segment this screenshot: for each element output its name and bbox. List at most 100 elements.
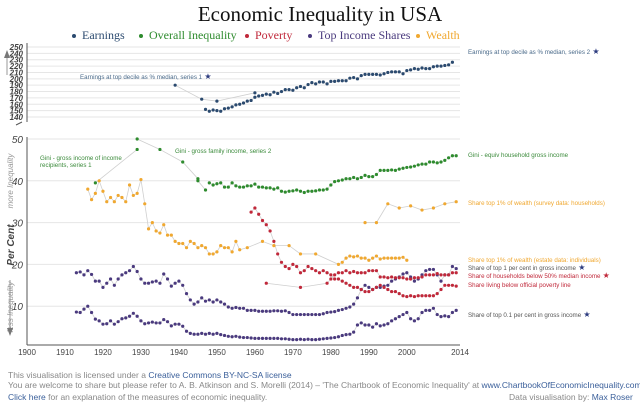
top1-income-share-point	[268, 309, 272, 313]
gini-equiv-household-point	[310, 189, 314, 193]
top1-income-share-point	[146, 281, 151, 285]
top01-income-share-point	[219, 333, 223, 337]
top1-income-share-point	[241, 306, 246, 310]
top1-income-share-point	[257, 309, 261, 313]
max-roser-link[interactable]: Max Roser	[591, 392, 633, 402]
x-tick-label: 1940	[170, 348, 188, 357]
top1-income-share-point	[329, 310, 333, 314]
top1-income-share-point	[333, 310, 337, 314]
households-below-50-median-point	[348, 271, 352, 275]
wealth-estate-point	[211, 252, 215, 256]
top01-income-share-point	[314, 338, 318, 342]
top01-income-share-point	[253, 336, 257, 340]
top1-income-share-point	[276, 309, 280, 313]
top01-income-share-point	[139, 319, 143, 323]
wealth-estate-point	[390, 256, 394, 260]
households-below-50-median-point	[439, 273, 443, 277]
official-poverty-point	[283, 264, 287, 269]
top01-income-share-point	[93, 317, 97, 321]
wealth-estate-point	[314, 252, 318, 256]
top1-income-share-point	[310, 312, 314, 317]
gini-series-1-point	[93, 181, 97, 185]
official-poverty-point	[397, 292, 401, 296]
license-link[interactable]: Creative Commons BY-NC-SA license	[148, 370, 292, 380]
y-tick-label-lower: 20	[11, 260, 24, 271]
gini-equiv-household-point	[325, 187, 329, 191]
wealth-estate-point	[146, 227, 151, 231]
top01-income-share-point	[317, 337, 322, 341]
official-poverty-point	[416, 294, 420, 298]
official-poverty-point	[249, 210, 253, 214]
wealth-estate-point	[184, 246, 189, 250]
earnings-series-2-point	[378, 73, 382, 77]
top01-income-share-point	[371, 325, 375, 329]
legend-item-wealth[interactable]: Wealth	[416, 28, 460, 43]
official-poverty-point	[454, 284, 458, 288]
top1-income-share-point	[97, 279, 101, 283]
earnings-series-2-point	[203, 107, 208, 111]
top1-income-share-point	[454, 266, 458, 271]
top1-income-share-point	[245, 308, 249, 312]
label-households-below-50: Share of households below 50% median inc…	[468, 271, 610, 280]
official-poverty-point	[439, 287, 443, 292]
top1-income-share-point	[158, 281, 162, 285]
gini-equiv-household-point	[241, 185, 246, 189]
top01-income-share-point	[295, 338, 299, 342]
top01-income-share-point	[268, 336, 272, 340]
top1-income-share-point	[264, 309, 268, 313]
wealth-estate-point	[382, 256, 386, 260]
wealth-estate-point	[143, 202, 147, 206]
wealth-survey-point	[454, 200, 458, 204]
households-below-50-median-point	[363, 271, 367, 275]
legend-dot-icon	[308, 34, 312, 39]
wealth-estate-point	[200, 243, 204, 248]
legend-dot-icon	[139, 34, 143, 39]
earnings-series-2-point	[371, 72, 375, 76]
top01-income-share-point	[291, 338, 295, 342]
wealth-estate-point	[336, 262, 341, 266]
chartbook-link[interactable]: www.ChartbookOfEconomicInequality.com	[481, 380, 640, 390]
label-wealth-estate: Share top 1% of wealth (estate data: ind…	[468, 257, 601, 264]
y-tick-label-upper: 250	[9, 43, 24, 52]
top01-income-share-point	[177, 322, 181, 326]
top01-income-share-point	[367, 323, 371, 327]
wealth-estate-point	[348, 254, 352, 258]
top01-income-share-point	[257, 336, 261, 340]
official-poverty-point	[306, 264, 310, 269]
households-below-50-median-point	[454, 271, 458, 275]
earnings-series-2-point	[295, 86, 299, 90]
top1-income-share-point	[249, 308, 253, 312]
top01-income-share-point	[127, 314, 132, 318]
legend-item-earnings[interactable]: Earnings	[72, 28, 125, 43]
households-below-50-median-point	[409, 277, 413, 281]
top1-income-share-point	[135, 269, 139, 274]
top1-income-share-point	[401, 272, 405, 276]
click-here-link[interactable]: Click here	[8, 392, 46, 402]
earnings-series-2-point	[298, 84, 303, 89]
top01-income-share-point	[230, 335, 234, 339]
wealth-estate-point	[127, 183, 132, 187]
wealth-estate-point	[371, 256, 375, 260]
top01-income-share-point	[200, 331, 204, 335]
gini-equiv-household-point	[283, 190, 287, 194]
top01-income-share-point	[165, 320, 170, 324]
legend-item-top-income-shares[interactable]: Top Income Shares	[308, 28, 410, 43]
wealth-estate-point	[135, 191, 139, 195]
earnings-series-2-point	[325, 82, 329, 86]
households-below-50-median-point	[390, 275, 394, 279]
households-below-50-median-point	[355, 271, 360, 275]
earnings-series-2-point	[329, 79, 333, 83]
top1-income-share-point	[181, 283, 185, 287]
wealth-estate-point	[112, 200, 116, 204]
gini-equiv-household-point	[386, 168, 390, 172]
wealth-estate-point	[173, 239, 177, 244]
gini-equiv-household-point	[412, 164, 417, 168]
legend-item-poverty[interactable]: Poverty	[245, 28, 292, 43]
households-below-50-median-point	[393, 276, 398, 280]
top1-income-share-point	[116, 277, 120, 281]
legend-item-overall-inequality[interactable]: Overall Inequality	[139, 28, 237, 43]
gini-equiv-household-point	[409, 165, 413, 169]
gini-equiv-household-point	[333, 180, 337, 184]
top01-income-share-point	[428, 308, 432, 312]
